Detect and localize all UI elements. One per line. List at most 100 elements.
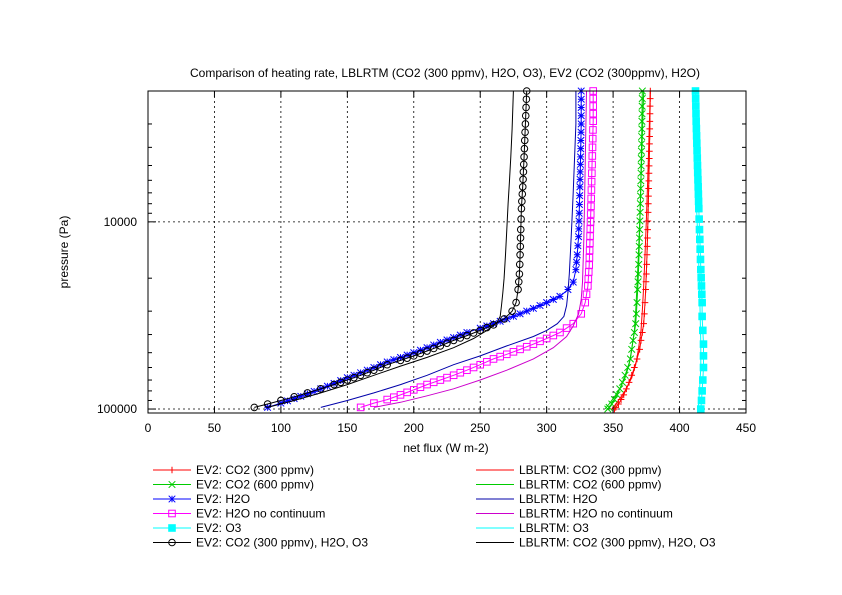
data-point: [697, 405, 705, 413]
data-point: [691, 94, 700, 103]
data-point: [523, 307, 531, 315]
data-point: [522, 95, 531, 104]
data-point: [645, 177, 653, 185]
data-point: [588, 169, 596, 178]
series-2: [604, 87, 647, 413]
data-point: [645, 192, 652, 200]
series-11: [692, 90, 702, 410]
data-point: [521, 128, 529, 137]
legend-label: EV2: CO2 (300 ppmv): [196, 463, 314, 477]
data-point: [644, 209, 652, 216]
data-point: [575, 217, 583, 225]
grid: [148, 91, 746, 413]
x-tick-label: 450: [736, 421, 756, 435]
data-point: [632, 320, 640, 328]
legend: EV2: CO2 (300 ppmv)EV2: CO2 (600 ppmv)EV…: [153, 463, 716, 550]
data-point: [562, 324, 571, 332]
series-line: [360, 91, 594, 408]
data-point: [610, 395, 619, 404]
data-point: [416, 349, 425, 358]
legend-label: LBLRTM: H2O no continuum: [519, 507, 673, 521]
data-point: [337, 376, 345, 385]
x-tick-label: 400: [670, 421, 690, 435]
data-point: [588, 160, 596, 169]
data-point: [390, 356, 398, 364]
data-point: [517, 204, 526, 213]
data-point: [577, 120, 585, 128]
data-point: [692, 109, 700, 118]
series-line: [611, 90, 651, 410]
series-5: [691, 87, 708, 413]
legend-marker: [168, 466, 176, 474]
data-point: [575, 225, 583, 233]
data-point: [469, 329, 478, 337]
series-line: [267, 91, 582, 408]
data-point: [576, 191, 584, 200]
data-point: [697, 396, 706, 405]
legend-label: EV2: H2O: [196, 492, 250, 506]
data-point: [520, 136, 529, 145]
data-point: [522, 103, 530, 112]
data-point: [277, 399, 285, 407]
data-point: [645, 185, 652, 192]
data-point: [518, 197, 526, 206]
data-point: [646, 133, 653, 140]
x-tick-label: 0: [145, 421, 152, 435]
data-point: [363, 368, 372, 377]
data-point: [646, 140, 653, 148]
data-point: [694, 175, 702, 184]
data-point: [699, 363, 708, 372]
data-point: [577, 103, 585, 112]
legend-marker: [168, 509, 176, 518]
data-point: [696, 245, 704, 253]
data-point: [699, 340, 708, 348]
legend-entry: EV2: CO2 (300 ppmv): [153, 463, 314, 477]
data-point: [516, 251, 524, 259]
data-point: [520, 144, 529, 153]
data-point: [356, 403, 365, 412]
data-point: [635, 242, 643, 251]
legend-label: EV2: CO2 (600 ppmv): [196, 478, 314, 492]
data-point: [396, 356, 405, 365]
data-point: [350, 373, 358, 382]
data-point: [343, 374, 351, 382]
data-point: [514, 285, 522, 294]
data-point: [693, 154, 702, 162]
data-point: [634, 278, 642, 286]
data-point: [645, 162, 653, 170]
data-point: [638, 132, 646, 141]
data-point: [515, 260, 524, 269]
data-point: [519, 175, 527, 184]
data-point: [572, 258, 581, 266]
data-point: [516, 234, 525, 242]
data-point: [303, 390, 312, 398]
data-point: [543, 298, 551, 307]
data-point: [698, 312, 706, 321]
data-point: [356, 369, 365, 377]
legend-label: LBLRTM: O3: [519, 521, 589, 535]
data-point: [582, 290, 591, 299]
y-axis-label: pressure (Pa): [57, 216, 71, 289]
series-9: [320, 91, 577, 408]
data-point: [699, 376, 707, 384]
series-line: [373, 90, 587, 408]
series-line: [320, 91, 577, 408]
data-point: [589, 94, 597, 103]
series-3: [263, 87, 585, 412]
data-point: [587, 186, 596, 194]
data-point: [575, 200, 584, 209]
legend-entry: EV2: CO2 (300 ppmv), H2O, O3: [153, 536, 368, 550]
data-point: [577, 95, 585, 103]
data-point: [589, 102, 597, 110]
series-12: [267, 90, 514, 408]
data-point: [577, 145, 585, 153]
data-point: [695, 204, 703, 213]
legend-label: LBLRTM: CO2 (300 ppmv): [519, 463, 662, 477]
data-point: [575, 209, 583, 217]
data-point: [696, 255, 705, 264]
data-point: [692, 124, 701, 133]
data-point: [573, 251, 581, 259]
data-point: [350, 371, 358, 379]
data-point: [515, 270, 524, 278]
data-point: [456, 334, 465, 342]
